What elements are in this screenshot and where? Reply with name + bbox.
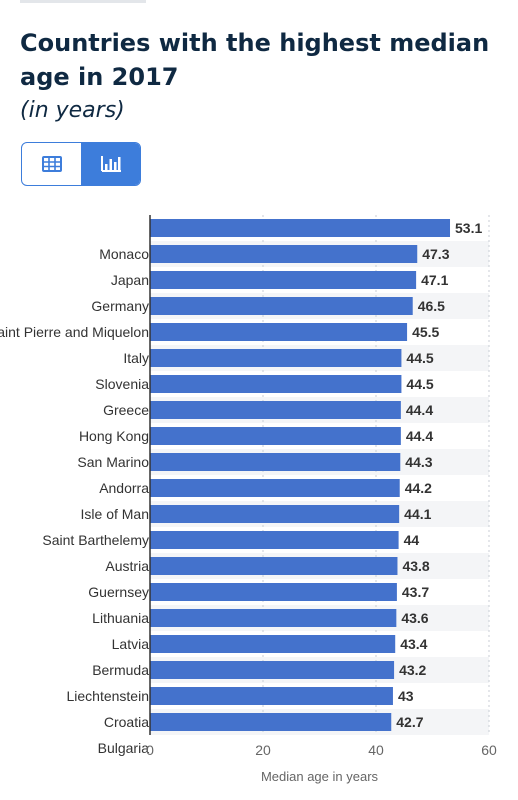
value-label: 44.4 (406, 428, 433, 444)
bar[interactable] (150, 609, 397, 627)
chart-view-button[interactable] (81, 143, 140, 185)
value-label: 53.1 (455, 220, 482, 236)
category-label: Guernsey (88, 584, 149, 600)
category-label: Monaco (99, 246, 149, 262)
category-label: Saint Pierre and Miquelon (0, 324, 149, 340)
value-label: 44.1 (404, 506, 431, 522)
value-label: 43.4 (400, 636, 427, 652)
bar[interactable] (150, 349, 402, 367)
x-tick-label: 40 (368, 742, 384, 758)
view-toggle (21, 142, 141, 186)
bar[interactable] (150, 713, 392, 731)
category-label: Isle of Man (81, 506, 149, 522)
category-label: Andorra (99, 480, 149, 496)
bar[interactable] (150, 531, 399, 549)
category-label: Bulgaria (98, 740, 150, 756)
bar[interactable] (150, 323, 408, 341)
bar[interactable] (150, 687, 393, 705)
bar[interactable] (150, 401, 401, 419)
x-tick-label: 0 (146, 742, 154, 758)
bar-chart: 53.1 Monaco 47.3 Japan 47.1 Germany 46.5 Saint … (0, 215, 497, 784)
value-label: 43.2 (399, 662, 426, 678)
top-divider (20, 0, 146, 3)
value-label: 44.5 (406, 376, 433, 392)
value-label: 47.1 (421, 272, 448, 288)
bar[interactable] (150, 427, 401, 445)
value-label: 43 (398, 688, 414, 704)
bar-chart-icon (100, 156, 121, 172)
bar[interactable] (150, 479, 400, 497)
bar[interactable] (150, 505, 400, 523)
value-label: 44.5 (406, 350, 433, 366)
category-label: Greece (103, 402, 149, 418)
value-label: 42.7 (396, 714, 423, 730)
table-icon (41, 156, 62, 172)
value-label: 44 (404, 532, 420, 548)
bar[interactable] (150, 271, 417, 289)
category-label: Lithuania (92, 610, 149, 626)
value-label: 43.8 (402, 558, 429, 574)
category-label: Croatia (104, 714, 149, 730)
value-label: 44.4 (406, 402, 433, 418)
category-label: Italy (123, 350, 149, 366)
category-label: Liechtenstein (66, 688, 149, 704)
chart-title: Countries with the highest median age in… (20, 29, 490, 91)
table-view-button[interactable] (22, 143, 81, 185)
x-axis-title: Median age in years (261, 769, 379, 784)
value-label: 44.2 (405, 480, 432, 496)
category-label: Japan (111, 272, 149, 288)
x-tick-label: 60 (481, 742, 497, 758)
bar[interactable] (150, 453, 401, 471)
category-label: Hong Kong (79, 428, 149, 444)
value-label: 45.5 (412, 324, 439, 340)
bar[interactable] (150, 245, 418, 263)
bar[interactable] (150, 635, 396, 653)
bar[interactable] (150, 583, 397, 601)
value-label: 43.7 (402, 584, 429, 600)
category-label: Slovenia (95, 376, 149, 392)
value-label: 43.6 (401, 610, 428, 626)
bar[interactable] (150, 557, 398, 575)
value-label: 47.3 (422, 246, 449, 262)
category-label: Saint Barthelemy (42, 532, 149, 548)
value-label: 44.3 (405, 454, 432, 470)
category-label: Bermuda (92, 662, 149, 678)
x-tick-label: 20 (255, 742, 271, 758)
bar[interactable] (150, 297, 413, 315)
bar[interactable] (150, 219, 451, 237)
category-label: San Marino (77, 454, 149, 470)
bar[interactable] (150, 661, 395, 679)
value-label: 46.5 (418, 298, 445, 314)
category-label: Latvia (112, 636, 150, 652)
category-label: Austria (105, 558, 149, 574)
chart-subtitle: (in years) (20, 98, 125, 123)
bar[interactable] (150, 375, 402, 393)
category-label: Germany (91, 298, 149, 314)
